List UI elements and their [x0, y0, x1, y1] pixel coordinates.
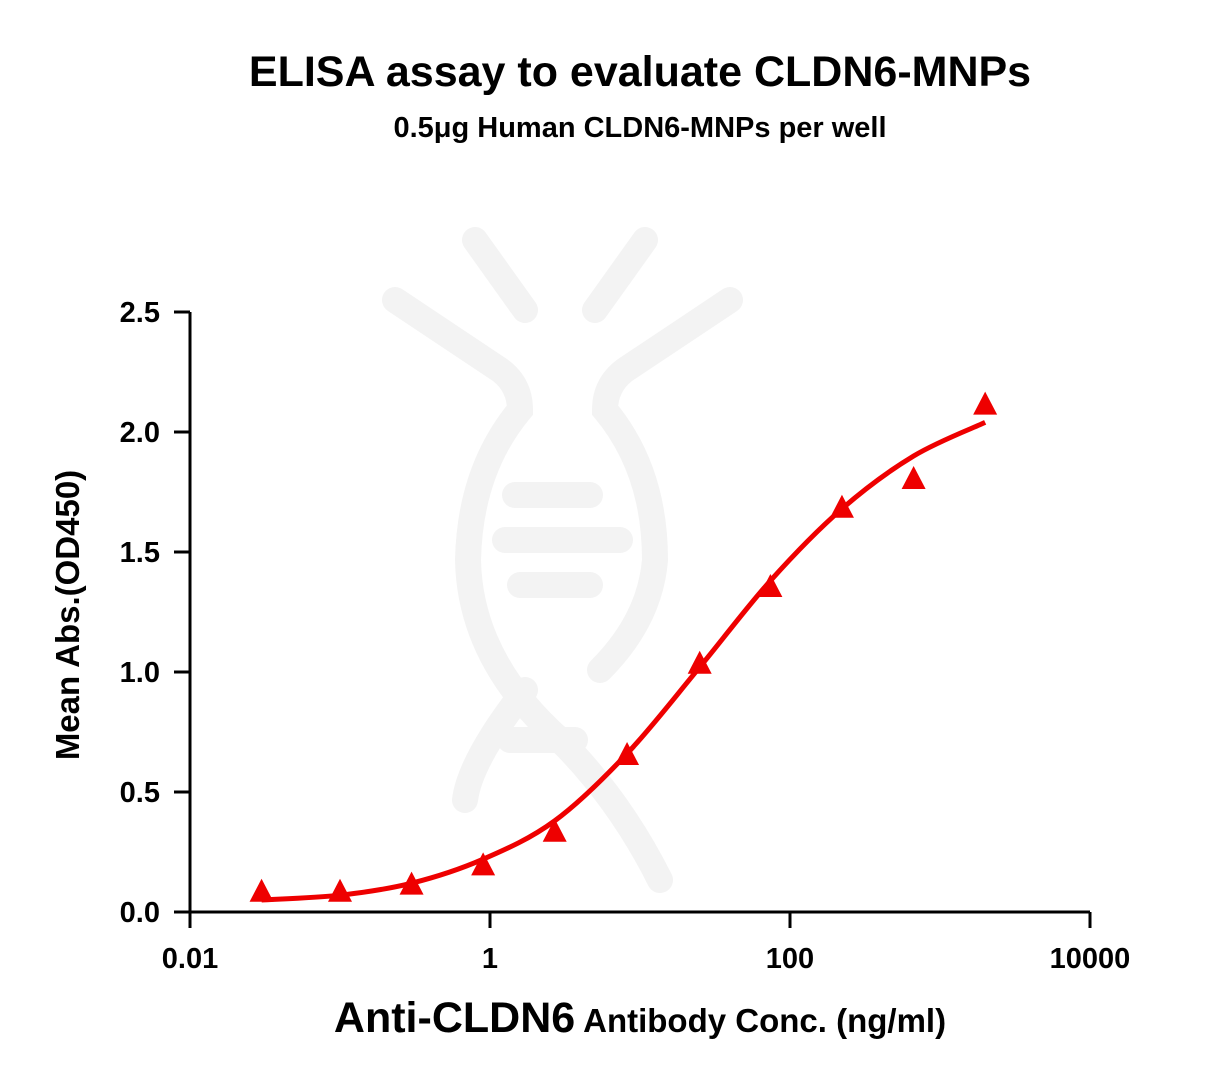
data-point-triangle	[542, 818, 567, 842]
y-tick-label: 2.5	[120, 297, 160, 329]
data-point-triangle	[687, 650, 712, 674]
chart-subtitle: 0.5μg Human CLDN6-MNPs per well	[393, 112, 887, 144]
chart-title: ELISA assay to evaluate CLDN6-MNPs	[248, 48, 1032, 96]
data-marks	[249, 391, 998, 903]
data-point-triangle	[901, 466, 926, 489]
data-point-triangle	[758, 574, 783, 597]
x-axis-label-main: Anti-CLDN6	[333, 994, 576, 1042]
watermark-dna-logo	[382, 227, 743, 893]
data-point-triangle	[328, 878, 352, 902]
y-tick-label: 2.0	[120, 417, 160, 449]
x-tick-label: 100	[766, 943, 814, 975]
axes: 0.0 0.5 1.0 1.5 2.0 2.5 0.01 1 100 10000	[120, 297, 1131, 975]
data-point-triangle	[399, 871, 424, 895]
y-tick-label: 0.0	[120, 897, 160, 929]
y-tick-label: 0.5	[120, 777, 160, 809]
fit-curve	[261, 420, 987, 903]
x-tick-label: 1	[482, 943, 498, 975]
x-axis-label: Anti-CLDN6 Antibody Conc. (ng/ml)	[0, 994, 1217, 1043]
x-tick-label: 10000	[1050, 943, 1131, 975]
data-point-triangle	[249, 878, 274, 902]
y-tick-label: 1.0	[120, 657, 160, 689]
data-point-triangle	[973, 391, 998, 415]
data-point-triangle	[615, 742, 640, 765]
y-tick-label: 1.5	[120, 537, 160, 569]
x-axis-label-rest: Antibody Conc. (ng/ml)	[575, 1002, 947, 1039]
y-axis-label: Mean Abs.(OD450)	[49, 469, 86, 761]
data-point-triangle	[471, 852, 496, 876]
data-point-triangle	[829, 494, 854, 518]
x-tick-label: 0.01	[162, 943, 218, 975]
